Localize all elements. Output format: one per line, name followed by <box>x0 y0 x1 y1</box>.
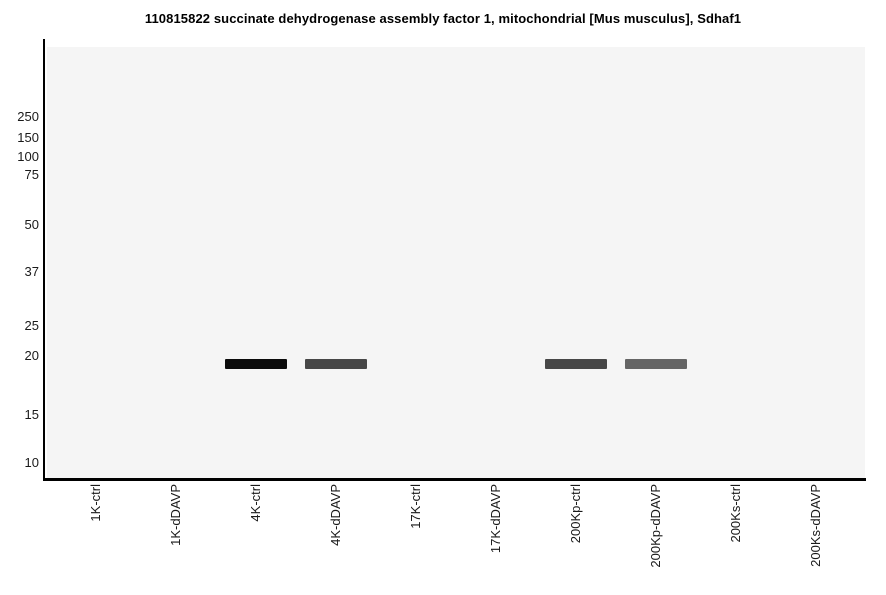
protein-band-200Kp-dDAVP <box>625 359 687 369</box>
protein-band-4K-ctrl <box>225 359 287 369</box>
y-tick-label-37: 37 <box>24 264 39 279</box>
lane-label-4K-dDAVP: 4K-dDAVP <box>328 484 343 546</box>
lane-label-200Ks-ctrl: 200Ks-ctrl <box>728 484 743 543</box>
lane-label-1K-dDAVP: 1K-dDAVP <box>168 484 183 546</box>
protein-band-4K-dDAVP <box>305 359 367 369</box>
y-tick-label-150: 150 <box>17 130 39 145</box>
y-tick-label-20: 20 <box>24 348 39 363</box>
lane-label-200Ks-dDAVP: 200Ks-dDAVP <box>808 484 823 567</box>
y-tick-label-15: 15 <box>24 407 39 422</box>
lane-label-17K-ctrl: 17K-ctrl <box>408 484 423 529</box>
y-axis-line <box>43 39 45 481</box>
protein-band-200Kp-ctrl <box>545 359 607 369</box>
chart-title: 110815822 succinate dehydrogenase assemb… <box>144 11 742 26</box>
gel-plot-background <box>47 47 865 478</box>
lane-label-1K-ctrl: 1K-ctrl <box>88 484 103 522</box>
y-tick-label-250: 250 <box>17 109 39 124</box>
lane-label-200Kp-dDAVP: 200Kp-dDAVP <box>648 484 663 568</box>
y-tick-label-75: 75 <box>24 167 39 182</box>
lane-label-200Kp-ctrl: 200Kp-ctrl <box>568 484 583 544</box>
y-tick-label-25: 25 <box>24 318 39 333</box>
lane-label-17K-dDAVP: 17K-dDAVP <box>488 484 503 554</box>
y-tick-label-50: 50 <box>24 217 39 232</box>
y-tick-label-100: 100 <box>17 149 39 164</box>
x-axis-line <box>43 478 866 481</box>
lane-label-4K-ctrl: 4K-ctrl <box>248 484 263 522</box>
y-tick-label-10: 10 <box>24 455 39 470</box>
